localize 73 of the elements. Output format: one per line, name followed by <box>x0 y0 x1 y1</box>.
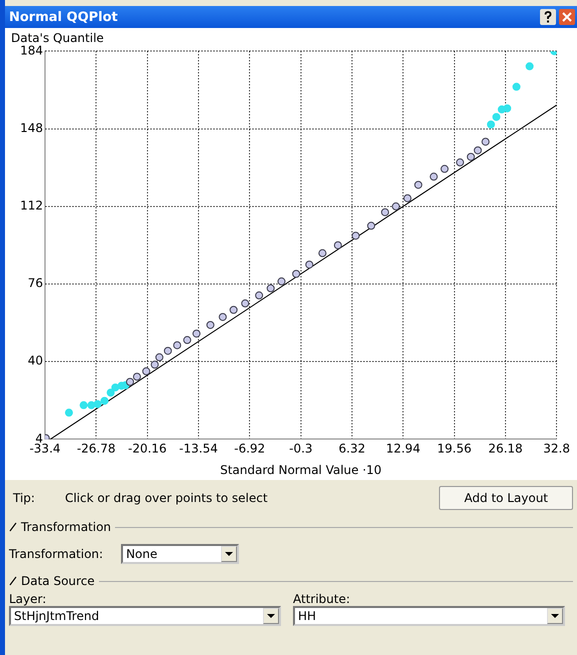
y-tick-label: 184 <box>20 43 43 58</box>
point <box>318 249 326 258</box>
x-tick-label: -33.4 <box>29 442 61 456</box>
point <box>486 120 495 128</box>
x-tick-label: 12.94 <box>386 442 420 456</box>
x-tick-label: 6.32 <box>338 442 366 456</box>
point <box>492 112 500 121</box>
x-tick-label: -6.92 <box>234 442 266 456</box>
x-tick-label: -20.16 <box>128 442 167 456</box>
point <box>430 172 438 181</box>
point <box>292 270 300 278</box>
point <box>440 164 449 173</box>
point <box>503 104 512 112</box>
text: Add to Layout <box>439 486 573 510</box>
text: Attribute: <box>293 592 352 606</box>
point <box>381 208 390 216</box>
x-tick-label: 19.56 <box>437 442 472 456</box>
point <box>142 367 150 376</box>
y-tick-label: 76 <box>28 276 43 290</box>
point <box>414 180 422 189</box>
point <box>456 158 464 166</box>
point <box>111 383 120 392</box>
point <box>230 306 238 314</box>
text: None <box>125 547 158 561</box>
text: Tip: <box>13 491 35 505</box>
point <box>466 152 475 161</box>
point <box>206 320 214 329</box>
point <box>126 378 134 386</box>
x-tick-label: -0.3 <box>289 442 313 456</box>
point <box>367 222 376 230</box>
point <box>164 346 172 355</box>
text: StHjnJtmTrend <box>13 609 100 623</box>
point <box>106 388 115 397</box>
point <box>150 360 159 369</box>
point <box>403 194 412 202</box>
x-axis-title: Standard Normal Value ·10 <box>220 462 382 477</box>
text: Data Source <box>21 574 95 588</box>
x-tick-label: -26.78 <box>76 442 116 456</box>
point <box>482 138 490 146</box>
point <box>334 241 342 250</box>
point <box>266 284 275 292</box>
x-tick-label: -13.54 <box>179 442 218 456</box>
point <box>94 400 102 408</box>
point <box>352 232 360 240</box>
point <box>512 82 520 91</box>
x-tick-label: 26.18 <box>488 442 523 456</box>
y-tick-label: 148 <box>20 120 43 135</box>
point <box>100 396 109 405</box>
point <box>255 291 264 300</box>
x-tick-label: 32.8 <box>543 442 570 456</box>
point <box>80 401 88 410</box>
point <box>392 202 400 210</box>
point <box>155 353 164 362</box>
point <box>192 330 200 338</box>
point <box>278 277 286 286</box>
point <box>526 62 534 70</box>
y-tick-label: 40 <box>28 354 43 368</box>
y-axis-title: Data's Quantile <box>11 31 104 45</box>
point <box>474 146 482 154</box>
point <box>173 341 182 350</box>
text: HH <box>297 609 316 623</box>
point <box>132 372 141 381</box>
text: Click or drag over points to select <box>64 491 268 505</box>
text: Layer: <box>9 592 48 606</box>
y-tick-label: 112 <box>20 198 43 213</box>
text: Transformation: <box>9 547 104 561</box>
text: Transformation <box>21 520 112 534</box>
point <box>241 299 250 308</box>
point <box>183 336 192 344</box>
chart-title: Normal QQPlot <box>9 10 118 24</box>
point <box>218 312 227 321</box>
point <box>64 408 73 417</box>
point <box>305 260 314 269</box>
